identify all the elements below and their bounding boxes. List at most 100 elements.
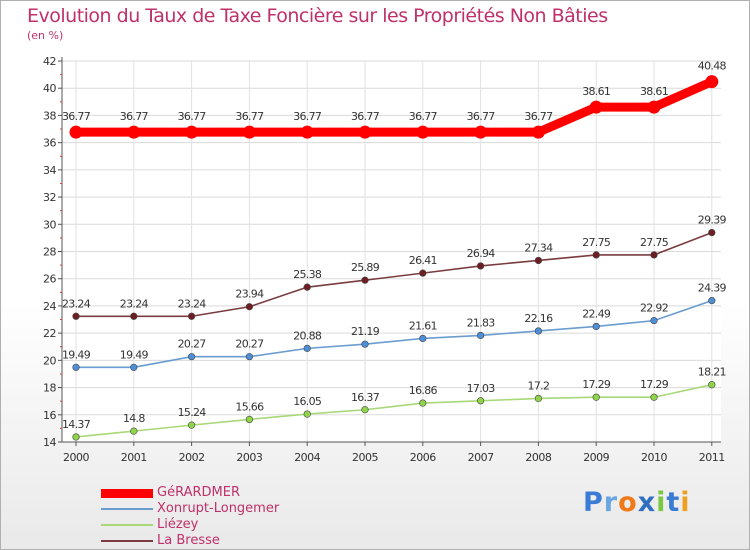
data-point	[589, 100, 603, 114]
data-label: 20.27	[235, 338, 264, 351]
data-point	[419, 334, 427, 343]
data-label: 27.75	[640, 236, 669, 249]
data-label: 17.29	[582, 378, 611, 391]
data-point	[416, 125, 430, 139]
logo-letter: i	[656, 487, 667, 518]
data-label: 16.05	[293, 395, 322, 408]
y-tick-label: 32	[43, 191, 56, 204]
data-point	[69, 125, 83, 139]
x-tick-label: 2007	[468, 451, 494, 464]
data-point	[708, 297, 716, 305]
x-tick-label: 2002	[179, 451, 205, 464]
data-label: 36.77	[120, 110, 149, 123]
x-tick-label: 2010	[641, 451, 667, 464]
data-label: 36.77	[409, 110, 438, 123]
data-point	[708, 228, 716, 237]
data-point	[188, 353, 196, 361]
y-tick-label: 42	[43, 55, 56, 68]
data-label: 36.77	[235, 110, 264, 123]
data-point	[534, 394, 543, 403]
data-point	[245, 353, 253, 361]
y-tick-label: 28	[43, 246, 56, 259]
data-label: 17.2	[528, 379, 550, 392]
data-label: 40.48	[698, 60, 727, 73]
data-point	[705, 75, 719, 89]
chart-title: Evolution du Taux de Taxe Foncière sur l…	[27, 5, 608, 27]
data-label: 25.38	[293, 268, 322, 281]
logo-letter: P	[583, 487, 604, 518]
data-label: 22.49	[582, 307, 611, 320]
data-label: 21.83	[467, 316, 496, 329]
data-label: 20.27	[178, 338, 207, 351]
data-label: 23.24	[178, 297, 207, 310]
data-point	[650, 393, 658, 401]
data-point	[531, 125, 545, 139]
data-point	[534, 256, 543, 265]
legend-label: Xonrupt-Longemer	[157, 501, 280, 516]
data-label: 14.37	[62, 418, 91, 431]
data-label: 29.39	[698, 214, 727, 227]
data-label: 36.77	[293, 110, 322, 123]
data-point	[708, 381, 716, 389]
proxiti-logo: Proxiti	[583, 487, 691, 518]
data-point	[592, 251, 600, 259]
data-label: 26.41	[409, 254, 437, 267]
data-point	[245, 415, 253, 424]
series-line	[71, 77, 717, 137]
data-label: 24.39	[698, 282, 727, 295]
data-label: 14.8	[123, 412, 145, 425]
data-point	[130, 312, 138, 320]
data-label: 36.77	[467, 110, 496, 123]
data-point	[303, 283, 311, 291]
data-point	[72, 433, 80, 441]
data-point	[242, 125, 256, 139]
data-label: 26.94	[467, 247, 496, 260]
data-label: 22.16	[524, 312, 553, 325]
data-label: 20.88	[293, 329, 322, 342]
data-label: 22.92	[640, 302, 668, 315]
data-point	[592, 322, 600, 331]
data-point	[303, 344, 311, 352]
series-line	[75, 299, 713, 369]
data-label: 38.61	[582, 85, 610, 98]
logo-letter: x	[637, 487, 657, 518]
y-tick-label: 14	[43, 436, 56, 449]
data-label: 17.03	[467, 382, 496, 395]
data-label: 36.77	[524, 110, 553, 123]
data-label: 38.61	[640, 85, 668, 98]
y-tick-label: 16	[43, 409, 56, 422]
data-point	[650, 251, 658, 259]
data-point	[361, 406, 369, 414]
data-label: 19.49	[120, 348, 149, 361]
y-tick-label: 26	[43, 273, 56, 286]
data-label: 16.86	[409, 384, 438, 397]
data-label: 19.49	[62, 348, 91, 361]
data-point	[130, 363, 138, 371]
logo-letter: o	[618, 487, 638, 518]
data-point	[474, 125, 488, 139]
data-point	[130, 427, 138, 435]
data-point	[650, 317, 658, 325]
y-tick-label: 22	[43, 327, 56, 340]
data-point	[358, 125, 372, 139]
y-tick-label: 40	[43, 82, 56, 95]
x-tick-label: 2011	[699, 451, 725, 464]
data-label: 15.24	[178, 406, 207, 419]
data-label: 21.61	[409, 319, 437, 332]
data-label: 36.77	[62, 110, 91, 123]
data-label: 15.66	[235, 400, 264, 413]
series-line	[75, 231, 713, 318]
x-tick-label: 2003	[236, 451, 262, 464]
y-tick-label: 18	[43, 382, 56, 395]
chart-unit-label: (en %)	[27, 29, 64, 42]
data-point	[127, 125, 141, 139]
legend-swatch	[101, 508, 153, 510]
data-label: 27.75	[582, 236, 611, 249]
data-point	[185, 125, 199, 139]
data-label: 25.89	[351, 261, 380, 274]
data-point	[647, 100, 661, 114]
legend-label: GéRARDMER	[157, 485, 240, 500]
data-point	[72, 363, 80, 371]
